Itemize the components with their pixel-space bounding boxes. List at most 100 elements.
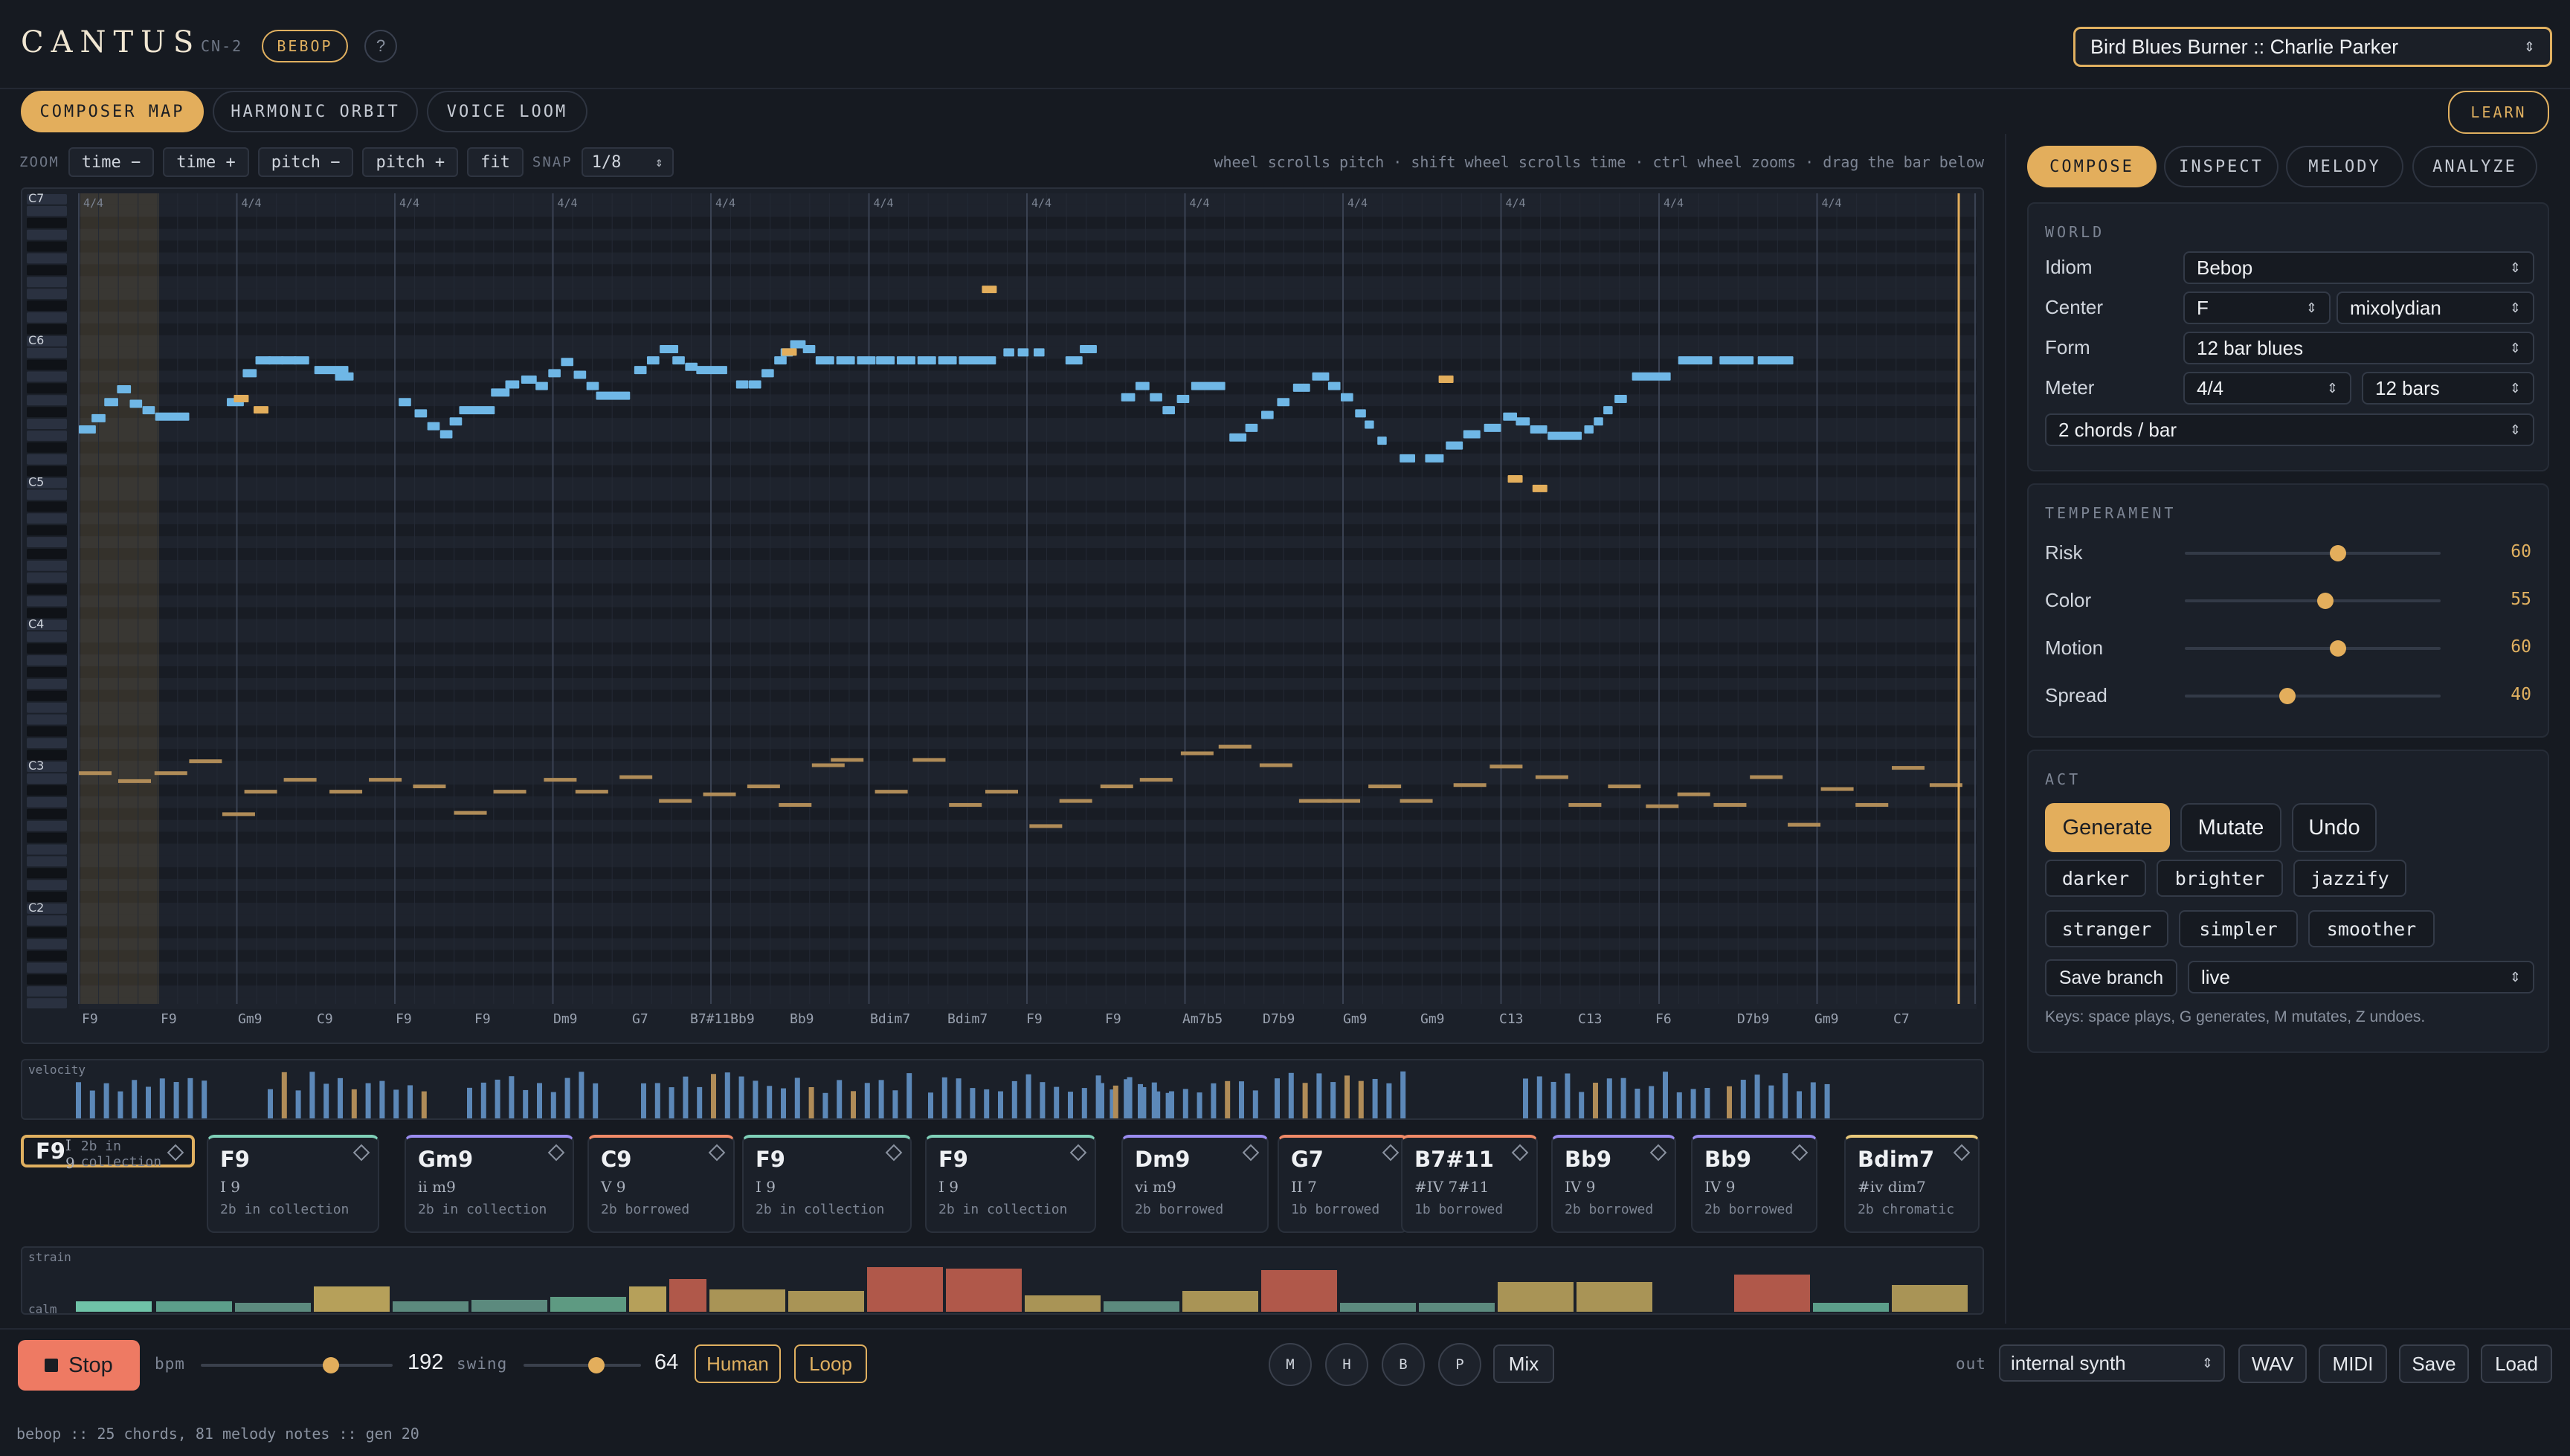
velocity-bar[interactable] <box>1197 1092 1202 1118</box>
black-key[interactable] <box>27 359 67 370</box>
bass-note[interactable] <box>222 812 255 816</box>
white-key[interactable] <box>27 489 67 500</box>
brighter-button[interactable]: brighter <box>2157 860 2283 897</box>
black-key[interactable] <box>27 808 67 819</box>
mute-percussion-button[interactable]: P <box>1438 1343 1481 1386</box>
white-key[interactable] <box>27 856 67 867</box>
velocity-bar[interactable] <box>1211 1083 1217 1118</box>
velocity-bar[interactable] <box>1754 1075 1760 1118</box>
velocity-bar[interactable] <box>892 1090 898 1118</box>
velocity-bar[interactable] <box>1523 1078 1528 1118</box>
velocity-bar[interactable] <box>1095 1075 1101 1118</box>
melody-note[interactable] <box>672 356 685 365</box>
loop-toggle[interactable]: Loop <box>794 1344 867 1383</box>
bass-note[interactable] <box>1646 804 1679 808</box>
melody-note[interactable] <box>1162 406 1175 415</box>
velocity-bar[interactable] <box>738 1076 744 1118</box>
melody-note[interactable] <box>1446 441 1463 450</box>
accent-note[interactable] <box>234 394 249 402</box>
white-key[interactable] <box>27 986 67 997</box>
tab-voice-loom[interactable]: VOICE LOOM <box>427 91 587 132</box>
velocity-bar[interactable] <box>956 1078 962 1118</box>
velocity-bar[interactable] <box>323 1083 329 1118</box>
velocity-bar[interactable] <box>1727 1086 1732 1118</box>
pitch-zoom-out-button[interactable]: pitch − <box>257 147 354 177</box>
melody-note[interactable] <box>414 409 428 418</box>
bass-note[interactable] <box>1029 824 1063 828</box>
bass-note[interactable] <box>831 758 864 762</box>
stranger-button[interactable]: stranger <box>2045 910 2168 947</box>
velocity-bar[interactable] <box>1302 1083 1308 1118</box>
velocity-bar[interactable] <box>1663 1072 1668 1118</box>
melody-note[interactable] <box>696 366 727 375</box>
melody-note[interactable] <box>896 356 915 365</box>
velocity-bar[interactable] <box>697 1086 703 1118</box>
melody-note[interactable] <box>1614 394 1627 403</box>
velocity-bar[interactable] <box>781 1088 786 1118</box>
white-key[interactable] <box>27 962 67 973</box>
accent-note[interactable] <box>1507 474 1523 483</box>
velocity-bar[interactable] <box>1155 1091 1161 1118</box>
simpler-button[interactable]: simpler <box>2179 910 2298 947</box>
tune-select[interactable]: Bird Blues Burner :: Charlie Parker ⇕ <box>2073 27 2552 67</box>
velocity-bar[interactable] <box>1141 1086 1147 1118</box>
bass-note[interactable] <box>1489 764 1523 769</box>
melody-note[interactable] <box>1425 454 1444 463</box>
melody-note[interactable] <box>1355 409 1366 418</box>
velocity-bar[interactable] <box>1358 1080 1364 1118</box>
melody-note[interactable] <box>735 380 749 389</box>
melody-note[interactable] <box>129 399 143 408</box>
melody-note[interactable] <box>268 356 284 365</box>
velocity-bar[interactable] <box>1649 1086 1655 1118</box>
tab-compose[interactable]: COMPOSE <box>2027 146 2157 187</box>
bass-note[interactable] <box>619 775 653 779</box>
velocity-bar[interactable] <box>550 1092 556 1118</box>
velocity-bar[interactable] <box>1565 1073 1571 1118</box>
melody-note[interactable] <box>314 366 349 375</box>
bass-note[interactable] <box>1568 802 1602 807</box>
velocity-bar[interactable] <box>1690 1089 1696 1118</box>
bass-note[interactable] <box>811 763 845 767</box>
bass-note[interactable] <box>1298 799 1332 803</box>
black-key[interactable] <box>27 750 67 761</box>
velocity-bar[interactable] <box>1704 1088 1710 1118</box>
accent-note[interactable] <box>1532 484 1548 492</box>
velocity-bar[interactable] <box>941 1077 947 1118</box>
black-key[interactable] <box>27 549 67 559</box>
stop-button[interactable]: Stop <box>18 1340 140 1391</box>
white-key[interactable] <box>27 312 67 323</box>
swing-slider[interactable] <box>524 1357 641 1373</box>
bass-note[interactable] <box>1368 785 1402 789</box>
velocity-bar[interactable] <box>1782 1073 1788 1118</box>
white-key[interactable] <box>27 998 67 1009</box>
black-key[interactable] <box>27 501 67 512</box>
white-key[interactable] <box>27 619 67 631</box>
save-branch-button[interactable]: Save branch <box>2045 959 2177 996</box>
velocity-bar[interactable] <box>480 1082 486 1118</box>
velocity-bar[interactable] <box>117 1091 123 1118</box>
black-key[interactable] <box>27 950 67 961</box>
bass-note[interactable] <box>79 771 112 776</box>
velocity-bar[interactable] <box>1344 1075 1350 1118</box>
bass-note[interactable] <box>544 778 577 782</box>
melody-note[interactable] <box>255 356 271 365</box>
bass-note[interactable] <box>1400 799 1433 803</box>
velocity-bar[interactable] <box>1330 1082 1336 1118</box>
bass-note[interactable] <box>1218 744 1252 749</box>
velocity-bar[interactable] <box>1550 1081 1556 1118</box>
time-zoom-out-button[interactable]: time − <box>68 147 155 177</box>
velocity-bar[interactable] <box>1386 1083 1392 1118</box>
melody-note[interactable] <box>685 362 698 371</box>
melody-note[interactable] <box>748 380 761 389</box>
velocity-bar[interactable] <box>1040 1082 1046 1118</box>
melody-note[interactable] <box>1312 372 1330 381</box>
black-key[interactable] <box>27 927 67 938</box>
melody-note[interactable] <box>561 358 574 367</box>
bass-note[interactable] <box>329 790 363 794</box>
velocity-bar[interactable] <box>523 1089 529 1118</box>
bass-note[interactable] <box>1677 792 1710 796</box>
chord-card[interactable]: F9 I 9 2b in collection <box>925 1135 1096 1233</box>
white-key[interactable] <box>27 880 67 891</box>
melody-note[interactable] <box>399 398 411 407</box>
velocity-bar[interactable] <box>295 1090 301 1118</box>
